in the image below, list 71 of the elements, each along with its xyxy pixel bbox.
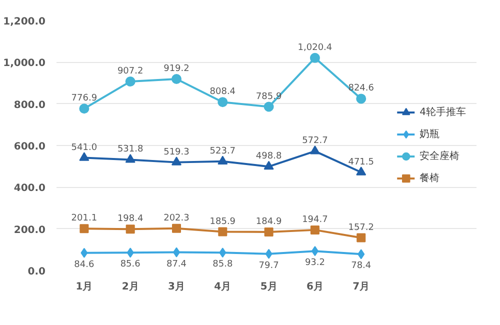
y-tick-label: 600.0	[14, 142, 46, 152]
legend-label: 餐椅	[420, 172, 440, 185]
point	[79, 152, 90, 161]
point	[310, 225, 320, 234]
point	[218, 97, 228, 108]
data-label: 198.4	[117, 214, 144, 224]
data-label: 185.9	[210, 216, 236, 227]
data-label: 541.0	[71, 142, 98, 153]
point	[80, 224, 89, 234]
point	[264, 227, 274, 236]
data-label: 79.7	[258, 260, 279, 271]
y-tick-label: 400.0	[14, 183, 46, 194]
x-tick-label: 2月	[122, 282, 139, 292]
x-tick-label: 7月	[352, 282, 370, 292]
point	[125, 76, 136, 86]
data-label: 808.4	[210, 87, 236, 98]
data-label: 523.7	[210, 146, 236, 156]
data-label: 93.2	[304, 258, 325, 268]
data-label: 85.8	[212, 260, 233, 270]
data-label: 776.9	[71, 94, 98, 104]
x-tick-label: 1月	[76, 282, 93, 292]
x-tick-label: 3月	[168, 282, 185, 292]
data-label: 194.7	[302, 214, 328, 225]
data-label: 1,020.4	[298, 42, 332, 53]
point	[218, 227, 228, 236]
point	[356, 166, 366, 176]
point	[125, 154, 136, 163]
point	[126, 248, 134, 258]
point	[172, 224, 181, 233]
data-label: 471.5	[348, 157, 374, 168]
legend-label: 奶瓶	[420, 128, 440, 141]
legend-label: 4轮手推车	[420, 106, 466, 119]
y-tick-label: 200.0	[14, 224, 46, 236]
point	[264, 160, 274, 170]
data-label: 87.4	[166, 259, 187, 270]
data-label: 84.6	[74, 260, 94, 270]
point	[80, 248, 88, 258]
point	[218, 156, 228, 164]
legend-label: 安全座椅	[420, 150, 460, 163]
point	[265, 248, 272, 259]
data-label: 531.8	[117, 144, 144, 155]
data-label: 202.3	[164, 213, 190, 224]
point	[311, 246, 318, 256]
point	[264, 102, 274, 112]
data-label: 201.1	[71, 214, 98, 224]
point	[310, 145, 320, 154]
point	[172, 74, 182, 84]
x-tick-label: 5月	[260, 282, 278, 292]
x-tick-label: 6月	[306, 282, 324, 292]
point	[356, 94, 366, 104]
data-label: 498.8	[256, 152, 282, 162]
x-tick-label: 4月	[214, 282, 232, 292]
point	[79, 104, 90, 114]
y-tick-label: 0.0	[28, 266, 46, 278]
data-label: 919.2	[164, 64, 190, 74]
data-label: 907.2	[117, 66, 144, 76]
point	[126, 224, 135, 234]
data-label: 572.7	[302, 136, 328, 146]
point	[219, 248, 226, 258]
point	[358, 249, 365, 260]
data-label: 78.4	[351, 261, 372, 272]
y-tick-label: 800.0	[14, 100, 46, 111]
y-tick-label: 1,200.0	[3, 16, 46, 28]
data-label: 157.2	[348, 222, 374, 233]
y-tick-label: 1,000.0	[3, 58, 46, 70]
data-label: 184.9	[256, 216, 282, 227]
data-label: 519.3	[164, 147, 190, 158]
data-label: 85.6	[120, 260, 141, 270]
point	[310, 52, 320, 63]
point	[356, 233, 366, 242]
point	[172, 156, 182, 166]
